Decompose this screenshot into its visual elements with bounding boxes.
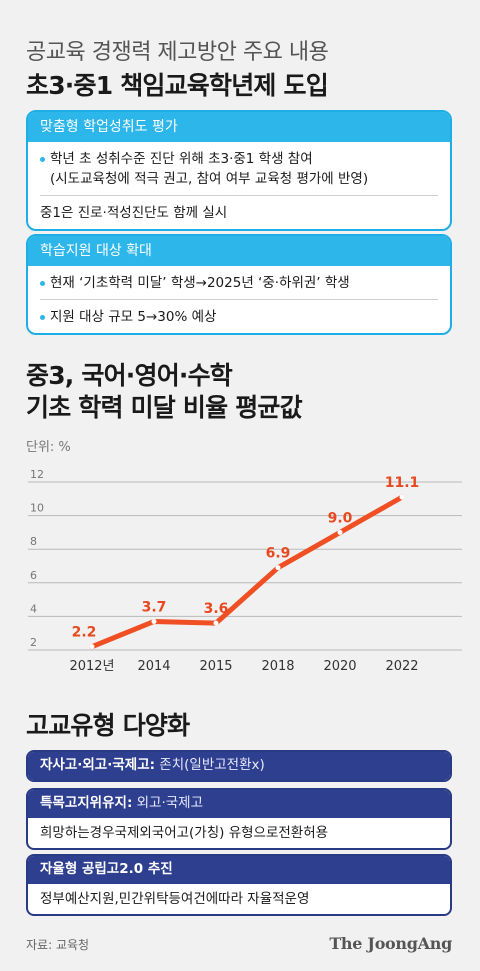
x-tick-label: 2020 [323,659,356,674]
support-item-1: 현재 ‘기초학력 미달’ 학생→2025년 ‘중·하위권’ 학생 [40,266,438,300]
public-school-body: 정부예산지원,민간위탁등여건에따라 자율적운영 [40,891,310,907]
assessment-item-1-line2: (시도교육청에 적극 권고, 참여 여부 교육청 평가에 반영) [50,171,369,187]
x-tick-label: 2022 [385,659,418,674]
special-purpose-value: 외고·국제고 [132,795,204,811]
x-axis-ticks: 2012년 2014 2015 2018 2020 2022 [69,659,418,674]
data-label: 2.2 [72,625,97,641]
data-label: 3.7 [142,599,167,615]
data-labels: 2.2 3.7 3.6 6.9 9.0 11.1 [72,475,420,641]
y-axis-ticks: 2 4 6 8 10 12 [30,468,44,649]
x-tick-label: 2012년 [69,659,114,674]
data-point [213,620,219,626]
data-label: 3.6 [204,601,229,617]
y-tick-label: 6 [30,569,37,582]
special-purpose-label: 특목고지위유지: [40,795,133,811]
series-line [89,494,405,650]
chart-title-line2: 기초 학력 미달 비율 평균값 [26,393,303,422]
data-point [89,644,95,650]
y-tick-label: 10 [30,502,44,515]
chart-grid [28,481,462,651]
special-purpose-bar: 특목고지위유지: 외고·국제고 희망하는경우국제외국어고(가칭) 유형으로전환허… [26,788,452,850]
data-point [275,565,281,571]
data-point [399,494,405,500]
support-item-2: 지원 대상 규모 5→30% 예상 [40,300,438,333]
page-title: 초3·중1 책임교육학년제 도입 [26,71,329,100]
brand-logo: The JoongAng [329,934,452,953]
x-tick-label: 2015 [199,659,232,674]
data-point [337,529,343,535]
special-purpose-body: 희망하는경우국제외국어고(가칭) 유형으로전환허용 [40,825,329,841]
public-school-bar: 자율형 공립고2.0 추진 정부예산지원,민간위탁등여건에따라 자율적운영 [26,854,452,916]
line-chart: 2 4 6 8 10 12 2012년 2014 2015 2018 2020 2022 2.2 3.… [28,468,462,674]
chart-unit-label: 단위: % [26,440,71,455]
data-label: 9.0 [328,510,353,526]
autonomous-schools-value: 존치(일반고전환x) [155,757,265,773]
y-tick-label: 2 [30,636,37,649]
page-subtitle: 공교육 경쟁력 제고방안 주요 내용 [26,40,329,65]
public-school-label: 자율형 공립고2.0 추진 [40,861,173,877]
assessment-card-heading: 맞춤형 학업성취도 평가 [28,112,450,142]
y-tick-label: 12 [30,468,44,481]
x-tick-label: 2018 [261,659,294,674]
data-label: 11.1 [385,475,420,491]
x-tick-label: 2014 [137,659,170,674]
assessment-card: 맞춤형 학업성취도 평가 학년 초 성취수준 진단 위해 초3·중1 학생 참여… [26,110,452,231]
school-types-title: 고교유형 다양화 [26,711,190,740]
chart-title: 중3, 국어·영어·수학 기초 학력 미달 비율 평균값 [26,360,303,424]
autonomous-schools-bar: 자사고·외고·국제고: 존치(일반고전환x) [26,750,452,782]
support-card-heading: 학습지원 대상 확대 [28,236,450,266]
assessment-item-2: 중1은 진로·적성진단도 함께 실시 [40,205,228,221]
chart-series [89,494,405,650]
data-label: 6.9 [266,546,291,562]
assessment-item-1: 학년 초 성취수준 진단 위해 초3·중1 학생 참여 (시도교육청에 적극 권… [40,142,438,196]
support-card: 학습지원 대상 확대 현재 ‘기초학력 미달’ 학생→2025년 ‘중·하위권’… [26,234,452,335]
data-point [151,618,157,624]
y-tick-label: 8 [30,535,37,548]
chart-title-line1: 중3, 국어·영어·수학 [26,361,233,390]
source-note: 자료: 교육청 [26,938,90,952]
y-tick-label: 4 [30,602,37,615]
assessment-item-1-line1: 학년 초 성취수준 진단 위해 초3·중1 학생 참여 [50,151,313,167]
autonomous-schools-label: 자사고·외고·국제고: [40,757,156,773]
